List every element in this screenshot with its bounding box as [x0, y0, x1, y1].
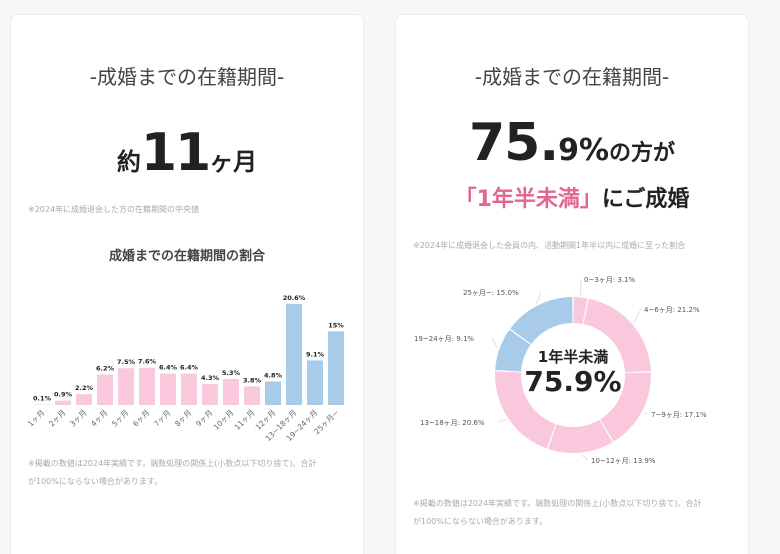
leader-line — [536, 291, 542, 304]
bar — [307, 360, 323, 405]
x-tick-label: 8ヶ月 — [173, 408, 193, 428]
donut-center-value: 75.9% — [524, 365, 622, 398]
bar — [55, 400, 71, 405]
right-footnote: ※掲載の数値は2024年実績です。端数処理の関係上(小数点以下切り捨て)、合計 … — [413, 499, 702, 526]
bar-data-label: 4.3% — [201, 374, 220, 382]
x-tick-label: 5ヶ月 — [110, 408, 130, 428]
donut-center-label: 1年半未満 — [537, 348, 609, 366]
donut-slice — [548, 419, 613, 453]
donut-slice — [600, 372, 651, 442]
bar-data-label: 2.2% — [75, 384, 94, 392]
bar — [160, 373, 176, 405]
bar-data-label: 3.8% — [243, 376, 262, 384]
bar-data-label: 15% — [328, 321, 344, 329]
leader-line — [633, 308, 642, 323]
x-tick-label: 2ヶ月 — [47, 408, 67, 428]
bar — [223, 379, 239, 405]
median-card: -成婚までの在籍期間- 約11ヶ月 ※2024年に成婚退会した方の在籍期間の中央… — [10, 14, 364, 554]
left-card-title: -成婚までの在籍期間- — [89, 65, 285, 89]
bar-data-label: 6.2% — [96, 365, 115, 373]
ratio-headline: 「1年半未満」にご成婚 — [454, 187, 690, 212]
bar — [244, 386, 260, 405]
donut-slice-label: 19~24ヶ月: 9.1% — [414, 335, 474, 343]
bar — [34, 404, 50, 406]
bar-data-label: 0.9% — [54, 391, 73, 399]
ratio-note: ※2024年に成婚退会した会員の内、活動期間1年半以内に成婚に至った割合 — [413, 241, 686, 250]
leader-line — [581, 454, 589, 461]
donut-slice — [495, 371, 556, 449]
bar — [97, 374, 113, 405]
bar-data-label: 7.5% — [117, 358, 136, 366]
donut-slice-label: 4~6ヶ月: 21.2% — [644, 306, 700, 314]
bar — [265, 381, 281, 405]
bar — [139, 367, 155, 405]
bar-data-label: 5.3% — [222, 369, 241, 377]
bar — [118, 368, 134, 405]
bar-data-label: 20.6% — [283, 294, 306, 302]
leader-line — [643, 412, 649, 415]
donut-slice — [573, 297, 588, 324]
bar-data-label: 7.6% — [138, 358, 157, 366]
bar-data-label: 9.1% — [306, 350, 325, 358]
bar-data-label: 6.4% — [180, 364, 199, 372]
bar — [328, 331, 344, 405]
median-value: 約11ヶ月 — [116, 123, 258, 183]
x-tick-label: 11ヶ月 — [233, 408, 257, 432]
right-card-title: -成婚までの在籍期間- — [474, 65, 670, 89]
donut-slice-label: 10~12ヶ月: 13.9% — [591, 457, 656, 465]
donut-slice-label: 0~3ヶ月: 3.1% — [584, 276, 635, 284]
bar — [181, 373, 197, 405]
donut-slice-label: 7~9ヶ月: 17.1% — [651, 411, 707, 419]
bar — [76, 394, 92, 405]
x-tick-label: 4ヶ月 — [89, 408, 109, 428]
x-tick-label: 6ヶ月 — [131, 408, 151, 428]
donut-slice — [583, 298, 651, 373]
donut-slice-label: 13~18ヶ月: 20.6% — [420, 419, 485, 427]
median-note: ※2024年に成婚退会した方の在籍期間の中央値 — [28, 205, 200, 214]
ratio-value: 75.9%の方が — [468, 113, 676, 173]
donut-slice — [495, 329, 531, 372]
leader-line — [491, 337, 498, 349]
x-tick-label: 10ヶ月 — [212, 408, 236, 432]
x-tick-label: 1ヶ月 — [26, 408, 46, 428]
donut-slice — [510, 297, 573, 345]
ratio-card: -成婚までの在籍期間- 75.9%の方が 「1年半未満」にご成婚 ※2024年に… — [395, 14, 749, 554]
x-tick-label: 7ヶ月 — [152, 408, 172, 428]
bar-data-label: 4.8% — [264, 371, 283, 379]
bar-chart-title: 成婚までの在籍期間の割合 — [108, 249, 265, 264]
leader-line — [497, 419, 507, 423]
bar-chart: 0.1%1ヶ月0.9%2ヶ月2.2%3ヶ月6.2%4ヶ月7.5%5ヶ月7.6%6… — [26, 294, 344, 443]
donut-chart: 0~3ヶ月: 3.1% 4~6ヶ月: 21.2% 7~9ヶ月: 17.1% 10~12… — [414, 276, 707, 465]
bar-data-label: 0.1% — [33, 395, 52, 403]
left-footnote: ※掲載の数値は2024年実績です。端数処理の関係上(小数点以下切り捨て)、合計 … — [28, 459, 317, 486]
x-tick-label: 3ヶ月 — [68, 408, 88, 428]
bar — [202, 383, 218, 405]
donut-slice-label: 25ヶ月~: 15.0% — [463, 289, 519, 297]
bar — [286, 303, 302, 405]
bar-data-label: 6.4% — [159, 364, 178, 372]
